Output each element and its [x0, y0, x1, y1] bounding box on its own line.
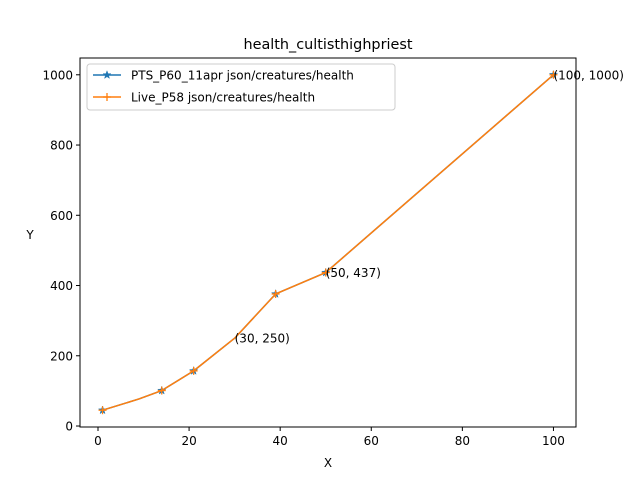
plot-series	[97, 69, 559, 415]
point-annotation: (50, 437)	[326, 266, 381, 280]
legend-swatch-marker	[103, 93, 111, 101]
chart-title: health_cultisthighpriest	[244, 37, 413, 53]
plot-area-frame	[79, 57, 577, 428]
legend-swatch-marker	[102, 70, 112, 80]
data-point	[549, 70, 558, 79]
legend-frame	[86, 63, 396, 111]
y-axis-label: Y	[25, 228, 34, 242]
data-point	[98, 406, 107, 415]
point-annotation: (30, 250)	[235, 332, 290, 346]
y-tick-label: 800	[50, 139, 73, 153]
point-annotations: (30, 250) (50, 437) (100, 1000)	[235, 68, 624, 345]
data-point	[271, 289, 280, 298]
legend-label: PTS_P60_11apr json/creatures/health	[131, 69, 354, 83]
x-tick-label: 60	[364, 434, 379, 448]
x-tick-label: 20	[181, 434, 196, 448]
series-line	[102, 74, 554, 411]
legend-entry: PTS_P60_11apr json/creatures/health	[93, 69, 354, 83]
legend-label: Live_P58 json/creatures/health	[131, 91, 315, 105]
x-axis-label: X	[324, 456, 332, 470]
x-tick-label: 0	[94, 434, 102, 448]
y-tick-label: 600	[50, 209, 73, 223]
y-tick-label: 0	[65, 420, 73, 434]
y-tick-label: 1000	[42, 68, 73, 82]
series-2	[98, 70, 558, 415]
data-point	[189, 366, 198, 375]
legend: PTS_P60_11apr json/creatures/health Live_…	[86, 63, 396, 111]
legend-entry: Live_P58 json/creatures/health	[93, 91, 315, 105]
y-tick-label: 400	[50, 279, 73, 293]
y-tick-label: 200	[50, 349, 73, 363]
x-tick-label: 100	[542, 434, 565, 448]
data-point	[321, 268, 330, 277]
x-tick-label: 40	[273, 434, 288, 448]
data-point	[157, 386, 166, 395]
x-tick-label: 80	[455, 434, 470, 448]
point-annotation: (100, 1000)	[553, 68, 623, 82]
